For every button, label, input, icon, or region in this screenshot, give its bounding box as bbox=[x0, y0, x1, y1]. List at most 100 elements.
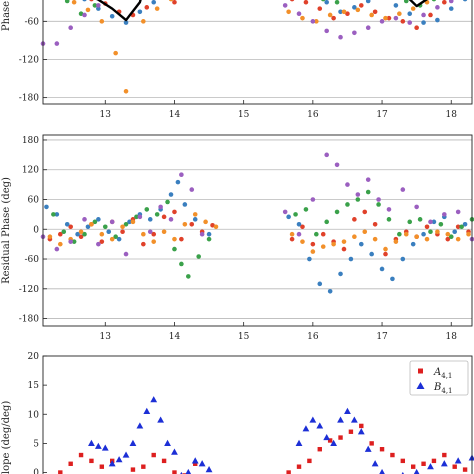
data-point bbox=[78, 229, 84, 235]
x-tick-label: 18 bbox=[446, 110, 458, 120]
data-point bbox=[303, 207, 309, 212]
data-point bbox=[150, 396, 158, 403]
data-point bbox=[407, 11, 413, 17]
data-point bbox=[393, 239, 399, 244]
data-point bbox=[191, 457, 199, 464]
data-point bbox=[379, 266, 385, 272]
data-point bbox=[295, 439, 303, 446]
data-point bbox=[157, 416, 165, 423]
data-point bbox=[123, 221, 129, 227]
data-point bbox=[168, 217, 174, 222]
legend-label: A4,1 bbox=[433, 367, 452, 380]
data-point bbox=[427, 463, 434, 470]
data-point bbox=[175, 179, 181, 185]
data-point bbox=[129, 439, 137, 446]
data-point bbox=[341, 246, 347, 252]
data-point bbox=[179, 261, 184, 267]
x-tick-label: 13 bbox=[100, 110, 112, 120]
data-point bbox=[369, 12, 374, 18]
data-point bbox=[206, 231, 212, 237]
data-point bbox=[414, 234, 419, 240]
data-point bbox=[383, 246, 388, 252]
x-tick-label: 16 bbox=[307, 332, 319, 342]
data-point bbox=[341, 239, 347, 244]
data-point bbox=[350, 416, 358, 423]
data-point bbox=[44, 204, 49, 210]
x-tick-label: 18 bbox=[446, 332, 458, 342]
data-point bbox=[327, 438, 333, 443]
data-point bbox=[338, 271, 343, 277]
data-point bbox=[147, 229, 153, 235]
data-point bbox=[371, 460, 379, 467]
data-point bbox=[448, 234, 454, 240]
legend-marker bbox=[416, 382, 425, 389]
data-point bbox=[330, 439, 338, 446]
data-point bbox=[314, 231, 319, 237]
data-point bbox=[421, 12, 426, 18]
data-point bbox=[141, 19, 146, 24]
data-point bbox=[147, 217, 153, 222]
data-point bbox=[440, 460, 448, 467]
data-point bbox=[372, 221, 378, 227]
data-point bbox=[431, 219, 437, 225]
axes-frame bbox=[42, 134, 473, 327]
data-point bbox=[327, 12, 333, 18]
data-point bbox=[352, 30, 357, 36]
data-point bbox=[151, 231, 157, 237]
data-point bbox=[468, 454, 474, 461]
data-point bbox=[168, 192, 174, 197]
data-point bbox=[205, 466, 213, 473]
data-point bbox=[164, 439, 171, 446]
data-point bbox=[428, 12, 433, 18]
data-point bbox=[154, 212, 160, 217]
data-point bbox=[161, 229, 167, 235]
data-point bbox=[403, 0, 409, 4]
data-point bbox=[96, 6, 101, 11]
data-point bbox=[307, 256, 312, 262]
residual-phase-panel: -180 -120 -60 0 60 120 180 13 14 15 16 17 18 Residual… bbox=[1, 134, 474, 342]
data-point bbox=[151, 0, 157, 5]
data-point bbox=[379, 447, 385, 452]
data-point bbox=[300, 239, 305, 244]
data-point bbox=[310, 197, 316, 202]
data-point bbox=[61, 229, 67, 235]
data-point bbox=[309, 416, 317, 423]
data-point bbox=[324, 219, 329, 225]
data-point bbox=[364, 445, 372, 452]
x-tick-label: 14 bbox=[169, 110, 181, 120]
legend-marker bbox=[418, 368, 423, 374]
data-point bbox=[180, 471, 183, 474]
data-point bbox=[338, 34, 343, 40]
data-point bbox=[400, 458, 406, 464]
data-point bbox=[338, 9, 343, 15]
data-point bbox=[89, 221, 94, 227]
data-point bbox=[386, 217, 392, 222]
data-point bbox=[424, 224, 430, 230]
data-point bbox=[390, 276, 395, 282]
data-point bbox=[307, 458, 312, 464]
data-point bbox=[421, 231, 426, 237]
data-point bbox=[198, 460, 206, 467]
data-point bbox=[445, 231, 451, 237]
data-point bbox=[54, 246, 60, 252]
data-point bbox=[99, 19, 105, 24]
data-point bbox=[172, 0, 177, 5]
data-point bbox=[400, 256, 406, 262]
y-tick-label: -60 bbox=[25, 255, 40, 265]
data-point bbox=[452, 464, 457, 469]
axes-frame bbox=[42, 355, 473, 474]
x-tick-label: 17 bbox=[376, 110, 388, 120]
data-point bbox=[130, 467, 136, 472]
data-point bbox=[310, 249, 316, 254]
data-point bbox=[206, 236, 212, 242]
data-point bbox=[320, 231, 326, 237]
data-point bbox=[78, 11, 84, 17]
data-point bbox=[161, 214, 167, 220]
y-tick-label: 0 bbox=[33, 225, 39, 235]
data-point bbox=[372, 9, 378, 15]
data-point bbox=[421, 20, 426, 25]
x-tick-label: 17 bbox=[376, 332, 388, 342]
data-point bbox=[96, 217, 101, 222]
y-tick-label: -180 bbox=[19, 315, 39, 325]
data-point bbox=[435, 5, 440, 10]
